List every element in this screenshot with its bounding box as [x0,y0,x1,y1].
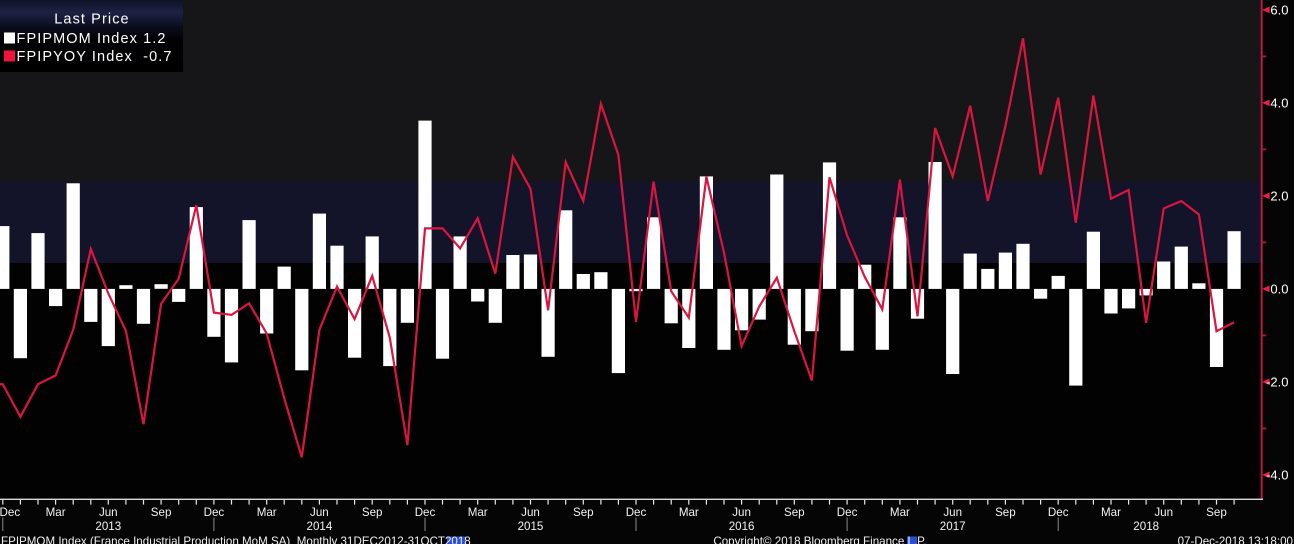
svg-text:Dec: Dec [204,506,225,519]
svg-text:Jun: Jun [521,506,540,519]
svg-text:Sep: Sep [784,506,805,519]
svg-text:FPIPMOM Index (France Industri: FPIPMOM Index (France Industrial Product… [1,535,471,544]
svg-text:2.0: 2.0 [1270,189,1288,204]
svg-text:FPIPYOY Index -0.7: FPIPYOY Index -0.7 [17,49,173,65]
svg-text:6.0: 6.0 [1270,3,1288,18]
svg-text:-4.0: -4.0 [1266,468,1288,483]
svg-text:2018: 2018 [1133,520,1159,533]
svg-text:Mar: Mar [1101,506,1121,519]
svg-text:Sep: Sep [362,506,383,519]
svg-text:Dec: Dec [0,506,20,519]
svg-text:Mar: Mar [46,506,66,519]
svg-text:Jun: Jun [99,506,118,519]
svg-text:4.0: 4.0 [1270,96,1288,111]
svg-text:Last Price: Last Price [54,12,129,28]
svg-text:FPIPMOM Index 1.2: FPIPMOM Index 1.2 [17,31,167,47]
svg-text:Jun: Jun [1154,506,1173,519]
svg-text:Copyright© 2018 Bloomberg Fina: Copyright© 2018 Bloomberg Finance L.P. [713,535,926,544]
svg-text:Sep: Sep [995,506,1016,519]
svg-text:Mar: Mar [257,506,277,519]
svg-text:Dec: Dec [415,506,436,519]
svg-text:Mar: Mar [890,506,910,519]
svg-text:Mar: Mar [468,506,488,519]
svg-text:0.0: 0.0 [1270,282,1288,297]
svg-text:2016: 2016 [729,520,755,533]
svg-text:2013: 2013 [95,520,121,533]
svg-text:07-Dec-2018 13:18:00: 07-Dec-2018 13:18:00 [1178,535,1293,544]
svg-text:2015: 2015 [518,520,544,533]
svg-text:Jun: Jun [732,506,751,519]
svg-text:Sep: Sep [573,506,594,519]
svg-text:Jun: Jun [310,506,329,519]
svg-text:2017: 2017 [940,520,966,533]
svg-text:Jun: Jun [943,506,962,519]
svg-text:Sep: Sep [1206,506,1227,519]
svg-text:-2.0: -2.0 [1266,375,1288,390]
svg-text:Sep: Sep [151,506,172,519]
svg-text:Dec: Dec [626,506,647,519]
svg-text:Dec: Dec [1048,506,1069,519]
svg-text:Dec: Dec [837,506,858,519]
svg-text:Mar: Mar [679,506,699,519]
svg-text:2014: 2014 [307,520,333,533]
